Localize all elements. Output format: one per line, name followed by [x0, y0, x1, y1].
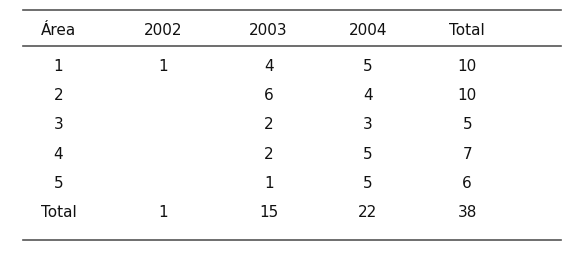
- Text: 6: 6: [264, 88, 273, 103]
- Text: 2: 2: [54, 88, 63, 103]
- Text: 3: 3: [363, 117, 373, 132]
- Text: 2004: 2004: [349, 23, 387, 38]
- Text: 22: 22: [359, 205, 377, 219]
- Text: 2003: 2003: [249, 23, 288, 38]
- Text: 1: 1: [54, 59, 63, 73]
- Text: 2002: 2002: [144, 23, 183, 38]
- Text: 10: 10: [458, 88, 477, 103]
- Text: 38: 38: [457, 205, 477, 219]
- Text: 1: 1: [159, 59, 168, 73]
- Text: 6: 6: [463, 176, 472, 190]
- Text: 5: 5: [363, 59, 373, 73]
- Text: 5: 5: [54, 176, 63, 190]
- Text: 5: 5: [463, 117, 472, 132]
- Text: 15: 15: [259, 205, 278, 219]
- Text: 5: 5: [363, 176, 373, 190]
- Text: 5: 5: [363, 146, 373, 161]
- Text: 4: 4: [264, 59, 273, 73]
- Text: 7: 7: [463, 146, 472, 161]
- Text: 10: 10: [458, 59, 477, 73]
- Text: 2: 2: [264, 117, 273, 132]
- Text: 4: 4: [54, 146, 63, 161]
- Text: Área: Área: [41, 23, 76, 38]
- Text: 1: 1: [264, 176, 273, 190]
- Text: 3: 3: [54, 117, 63, 132]
- Text: Total: Total: [449, 23, 485, 38]
- Text: 2: 2: [264, 146, 273, 161]
- Text: Total: Total: [40, 205, 77, 219]
- Text: 4: 4: [363, 88, 373, 103]
- Text: 1: 1: [159, 205, 168, 219]
